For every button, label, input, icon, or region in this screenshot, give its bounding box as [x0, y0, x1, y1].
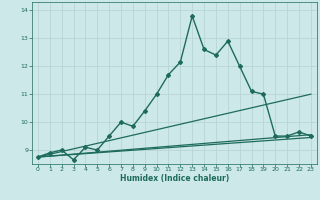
X-axis label: Humidex (Indice chaleur): Humidex (Indice chaleur) [120, 174, 229, 183]
